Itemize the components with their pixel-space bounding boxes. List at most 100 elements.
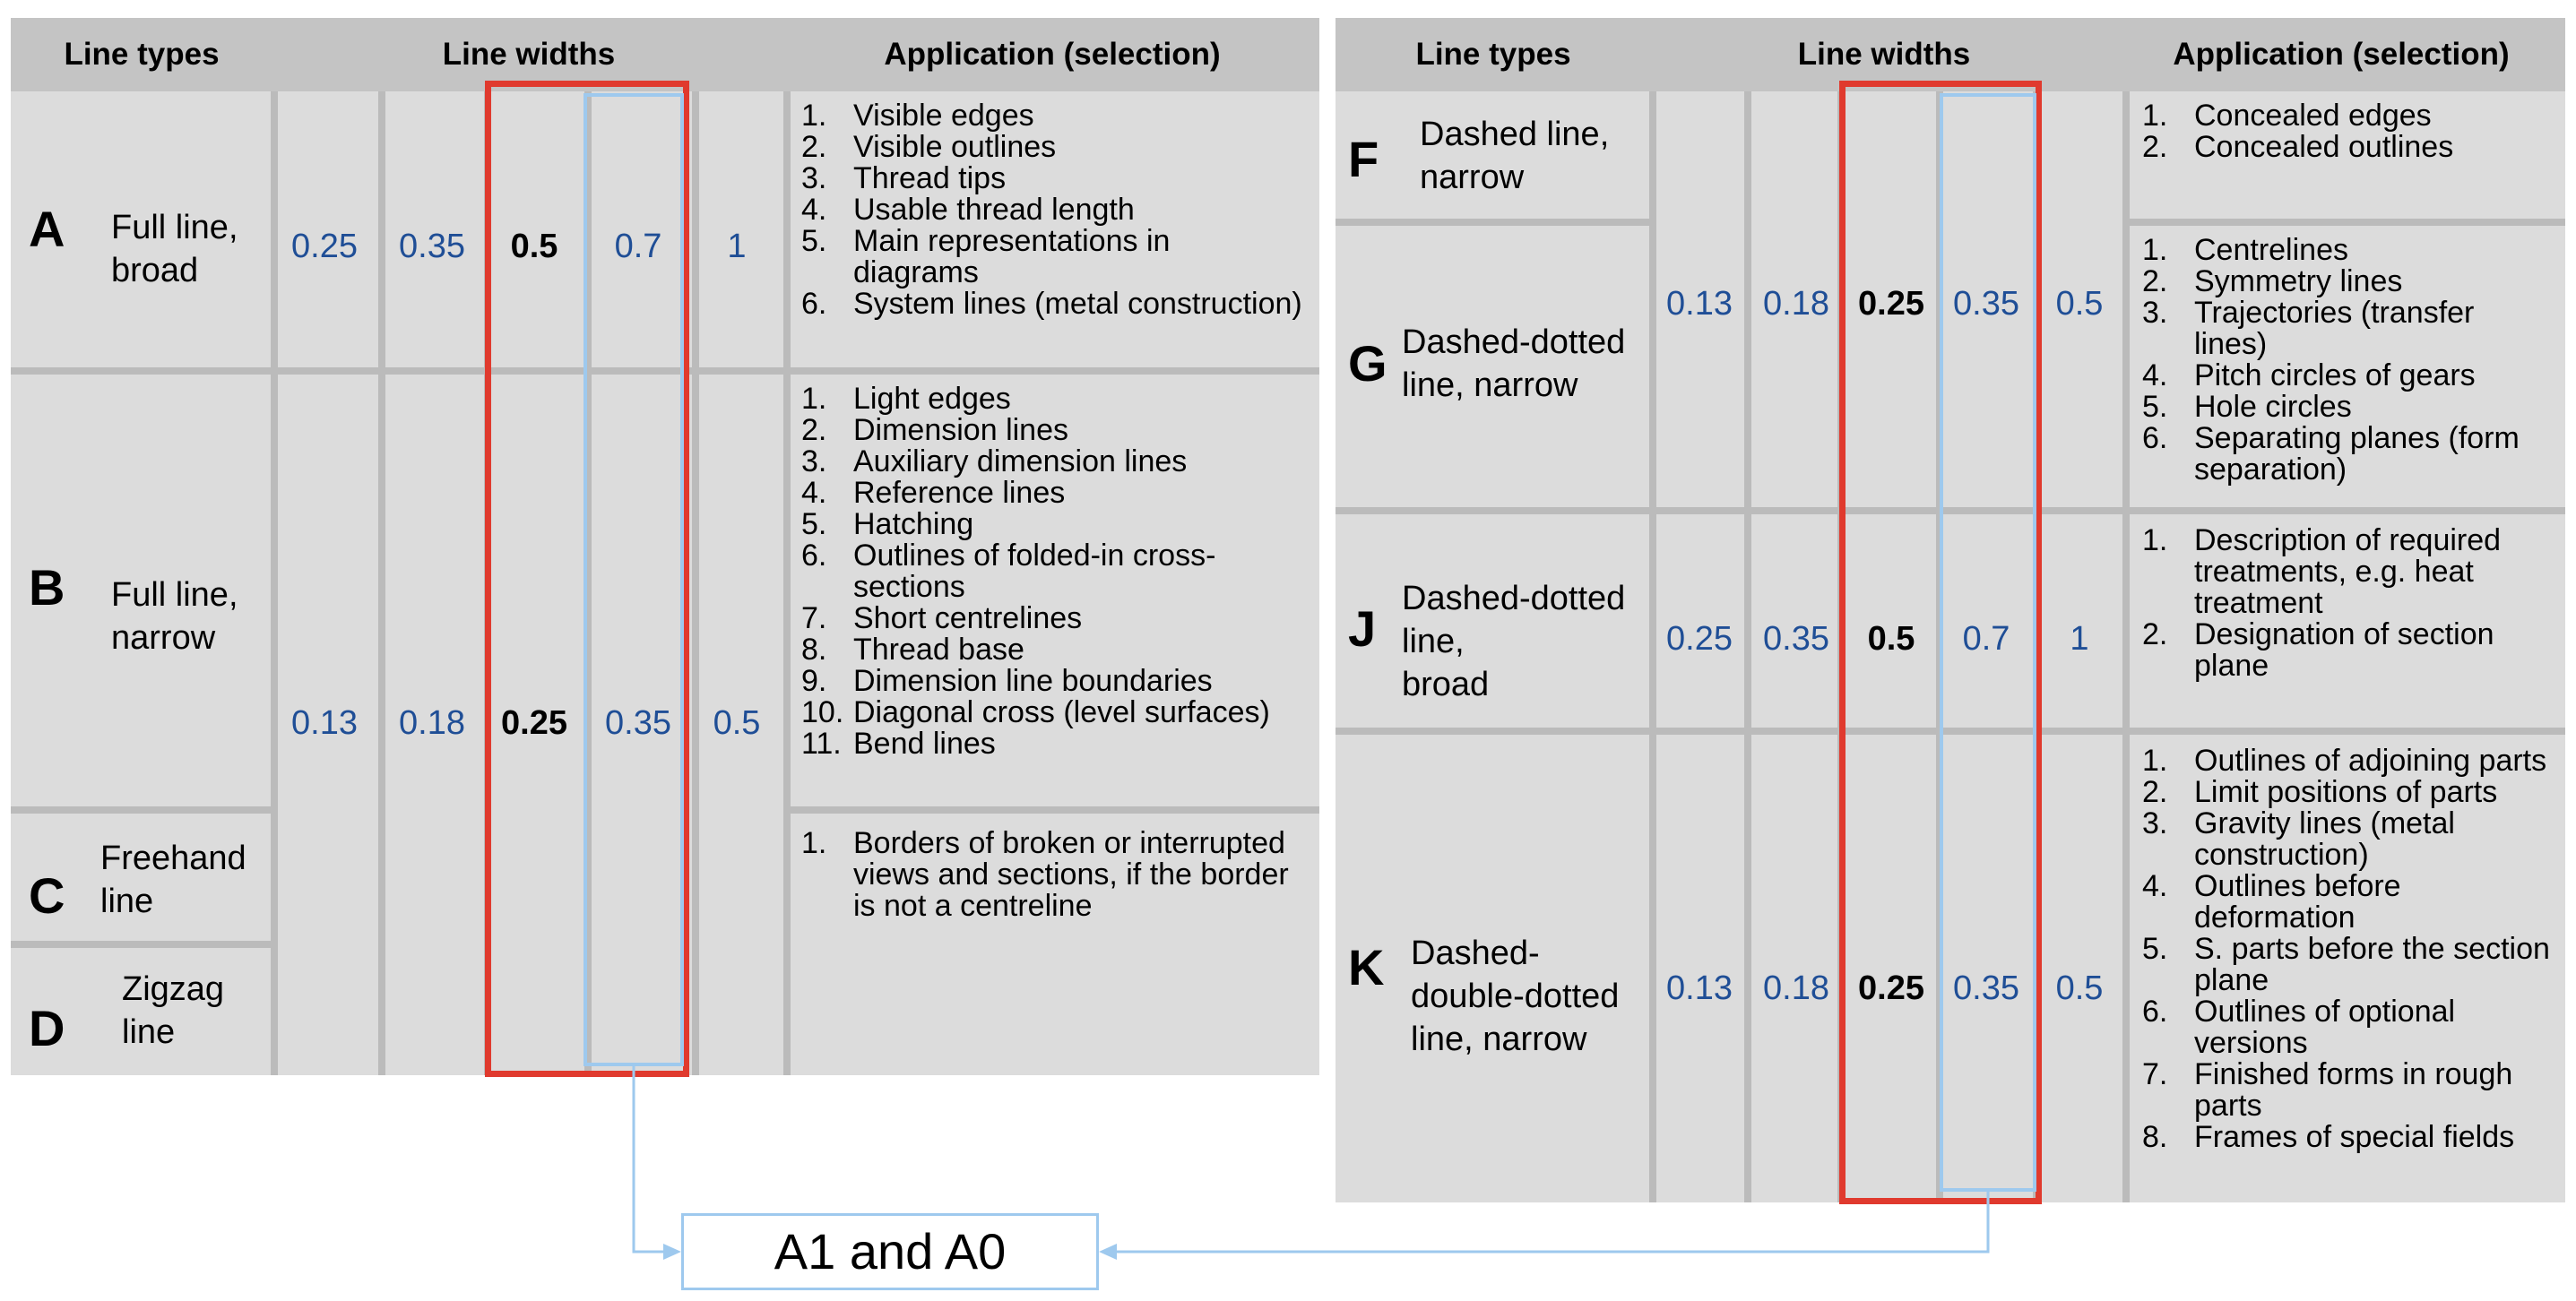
divider bbox=[2122, 91, 2130, 1202]
list-item: 1. Concealed edges bbox=[2142, 99, 2432, 133]
list-item: 6. Outlines of folded-in cross-sections bbox=[801, 538, 1216, 604]
highlight-blue-box-right bbox=[1940, 93, 2036, 1192]
width-value: 0.35 bbox=[1953, 285, 2019, 323]
row-type-a: Full line, broad bbox=[111, 209, 238, 289]
list-item: 8. Thread base bbox=[801, 633, 1024, 667]
width-value-highlight: 0.5 bbox=[1867, 620, 1915, 658]
right-arrowhead bbox=[1099, 1244, 1117, 1260]
width-value: 0.13 bbox=[291, 704, 358, 742]
row-divider bbox=[791, 806, 1319, 814]
width-value: 0.5 bbox=[713, 704, 761, 742]
list-item: 9. Dimension line boundaries bbox=[801, 664, 1213, 698]
list-item: 4. Usable thread length bbox=[801, 193, 1135, 227]
left-line-table: Line types Line widths Application (sele… bbox=[11, 18, 1319, 1075]
list-item: 1. Light edges bbox=[801, 382, 1011, 416]
list-item: 2. Limit positions of parts bbox=[2142, 775, 2498, 809]
list-item: 1. Centrelines bbox=[2142, 233, 2348, 267]
divider bbox=[1649, 91, 1656, 1202]
width-value: 0.35 bbox=[1763, 620, 1829, 658]
header-line-widths: Line widths bbox=[1797, 37, 1971, 72]
row-type-b: Full line, narrow bbox=[111, 576, 238, 657]
application-list-k: 1. Outlines of adjoining parts 2. Limit po… bbox=[2142, 745, 2556, 1153]
width-value: 0.35 bbox=[399, 228, 465, 265]
width-value: 0.18 bbox=[1763, 969, 1829, 1007]
application-list-b: 1. Light edges 2. Dimension lines 3. Auxili… bbox=[801, 383, 1303, 760]
list-item: 1. Description of required treatments, e.… bbox=[2142, 523, 2502, 620]
row-divider bbox=[11, 806, 271, 814]
list-item: 6. Separating planes (form separation) bbox=[2142, 421, 2520, 487]
list-item: 4. Pitch circles of gears bbox=[2142, 358, 2476, 392]
list-item: 6. System lines (metal construction) bbox=[801, 287, 1302, 321]
list-item: 3. Trajectories (transfer lines) bbox=[2142, 296, 2475, 361]
list-item: 6. Outlines of optional versions bbox=[2142, 995, 2456, 1060]
row-divider bbox=[11, 941, 271, 948]
list-item: 2. Designation of section plane bbox=[2142, 617, 2494, 683]
header-application: Application (selection) bbox=[2173, 37, 2510, 72]
list-item: 10. Diagonal cross (level surfaces) bbox=[801, 695, 1270, 729]
application-list-c: 1. Borders of broken or interrupted views… bbox=[801, 828, 1303, 922]
list-item: 2. Concealed outlines bbox=[2142, 130, 2454, 164]
list-item: 2. Visible outlines bbox=[801, 130, 1057, 164]
row-divider bbox=[1336, 507, 2565, 514]
list-item: 4. Outlines before deformation bbox=[2142, 869, 2401, 935]
row-divider bbox=[2130, 219, 2565, 226]
row-type-f: Dashed line, narrow bbox=[1420, 116, 1610, 196]
list-item: 5. Main representations in diagrams bbox=[801, 224, 1171, 289]
list-item: 3. Thread tips bbox=[801, 161, 1007, 195]
row-letter-j: J bbox=[1348, 600, 1377, 657]
divider bbox=[692, 91, 699, 1075]
width-value-highlight: 0.25 bbox=[501, 704, 567, 742]
row-type-c: Freehand line bbox=[100, 840, 246, 920]
row-type-g: Dashed-dotted line, narrow bbox=[1402, 323, 1626, 404]
row-letter-d: D bbox=[29, 1000, 65, 1056]
right-table-header: Line types Line widths Application (sele… bbox=[1336, 18, 2565, 91]
row-type-j: Dashed-dotted line, broad bbox=[1402, 580, 1626, 703]
highlight-blue-box-left bbox=[583, 93, 684, 1066]
width-value: 0.7 bbox=[614, 228, 662, 265]
row-divider bbox=[11, 367, 1319, 375]
divider bbox=[783, 91, 791, 1075]
width-value: 0.13 bbox=[1666, 285, 1733, 323]
width-value: 0.18 bbox=[1763, 285, 1829, 323]
divider bbox=[378, 91, 385, 1075]
list-item: 2. Symmetry lines bbox=[2142, 264, 2403, 298]
header-line-types: Line types bbox=[64, 37, 220, 72]
width-value: 1 bbox=[727, 228, 747, 265]
list-item: 1. Visible edges bbox=[801, 99, 1034, 133]
row-divider bbox=[1336, 219, 1649, 226]
width-value: 0.18 bbox=[399, 704, 465, 742]
left-table-header: Line types Line widths Application (sele… bbox=[11, 18, 1319, 91]
width-value: 0.35 bbox=[605, 704, 671, 742]
list-item: 5. Hole circles bbox=[2142, 390, 2352, 424]
row-letter-g: G bbox=[1348, 335, 1387, 392]
highlight-red-box-left bbox=[485, 81, 689, 1077]
list-item: 2. Dimension lines bbox=[801, 413, 1068, 447]
list-item: 1. Outlines of adjoining parts bbox=[2142, 744, 2547, 778]
width-value-highlight: 0.25 bbox=[1858, 285, 1924, 323]
row-letter-b: B bbox=[29, 559, 65, 616]
list-item: 8. Frames of special fields bbox=[2142, 1120, 2515, 1154]
list-item: 4. Reference lines bbox=[801, 476, 1066, 510]
list-item: 7. Finished forms in rough parts bbox=[2142, 1057, 2513, 1123]
right-line-table: Line types Line widths Application (sele… bbox=[1336, 18, 2565, 1202]
list-item: 11. Bend lines bbox=[801, 727, 996, 761]
width-value: 0.5 bbox=[2055, 285, 2104, 323]
row-letter-c: C bbox=[29, 867, 65, 924]
header-application: Application (selection) bbox=[884, 37, 1221, 72]
header-line-widths: Line widths bbox=[442, 37, 616, 72]
width-value-highlight: 0.25 bbox=[1858, 969, 1924, 1007]
width-value: 0.35 bbox=[1953, 969, 2019, 1007]
width-value: 0.7 bbox=[1962, 620, 2010, 658]
width-value: 0.5 bbox=[2055, 969, 2104, 1007]
width-value: 0.13 bbox=[1666, 969, 1733, 1007]
divider bbox=[1744, 91, 1751, 1202]
application-list-f: 1. Concealed edges 2. Concealed outlines bbox=[2142, 100, 2554, 163]
divider bbox=[584, 91, 592, 1075]
row-type-d: Zigzag line bbox=[122, 970, 225, 1051]
list-item: 7. Short centrelines bbox=[801, 601, 1083, 635]
application-list-a: 1. Visible edges 2. Visible outlines 3. Thr… bbox=[801, 100, 1303, 320]
right-connector-line bbox=[1106, 1192, 1990, 1254]
list-item: 1. Borders of broken or interrupted views… bbox=[801, 826, 1289, 923]
list-item: 5. S. parts before the section plane bbox=[2142, 932, 2550, 997]
